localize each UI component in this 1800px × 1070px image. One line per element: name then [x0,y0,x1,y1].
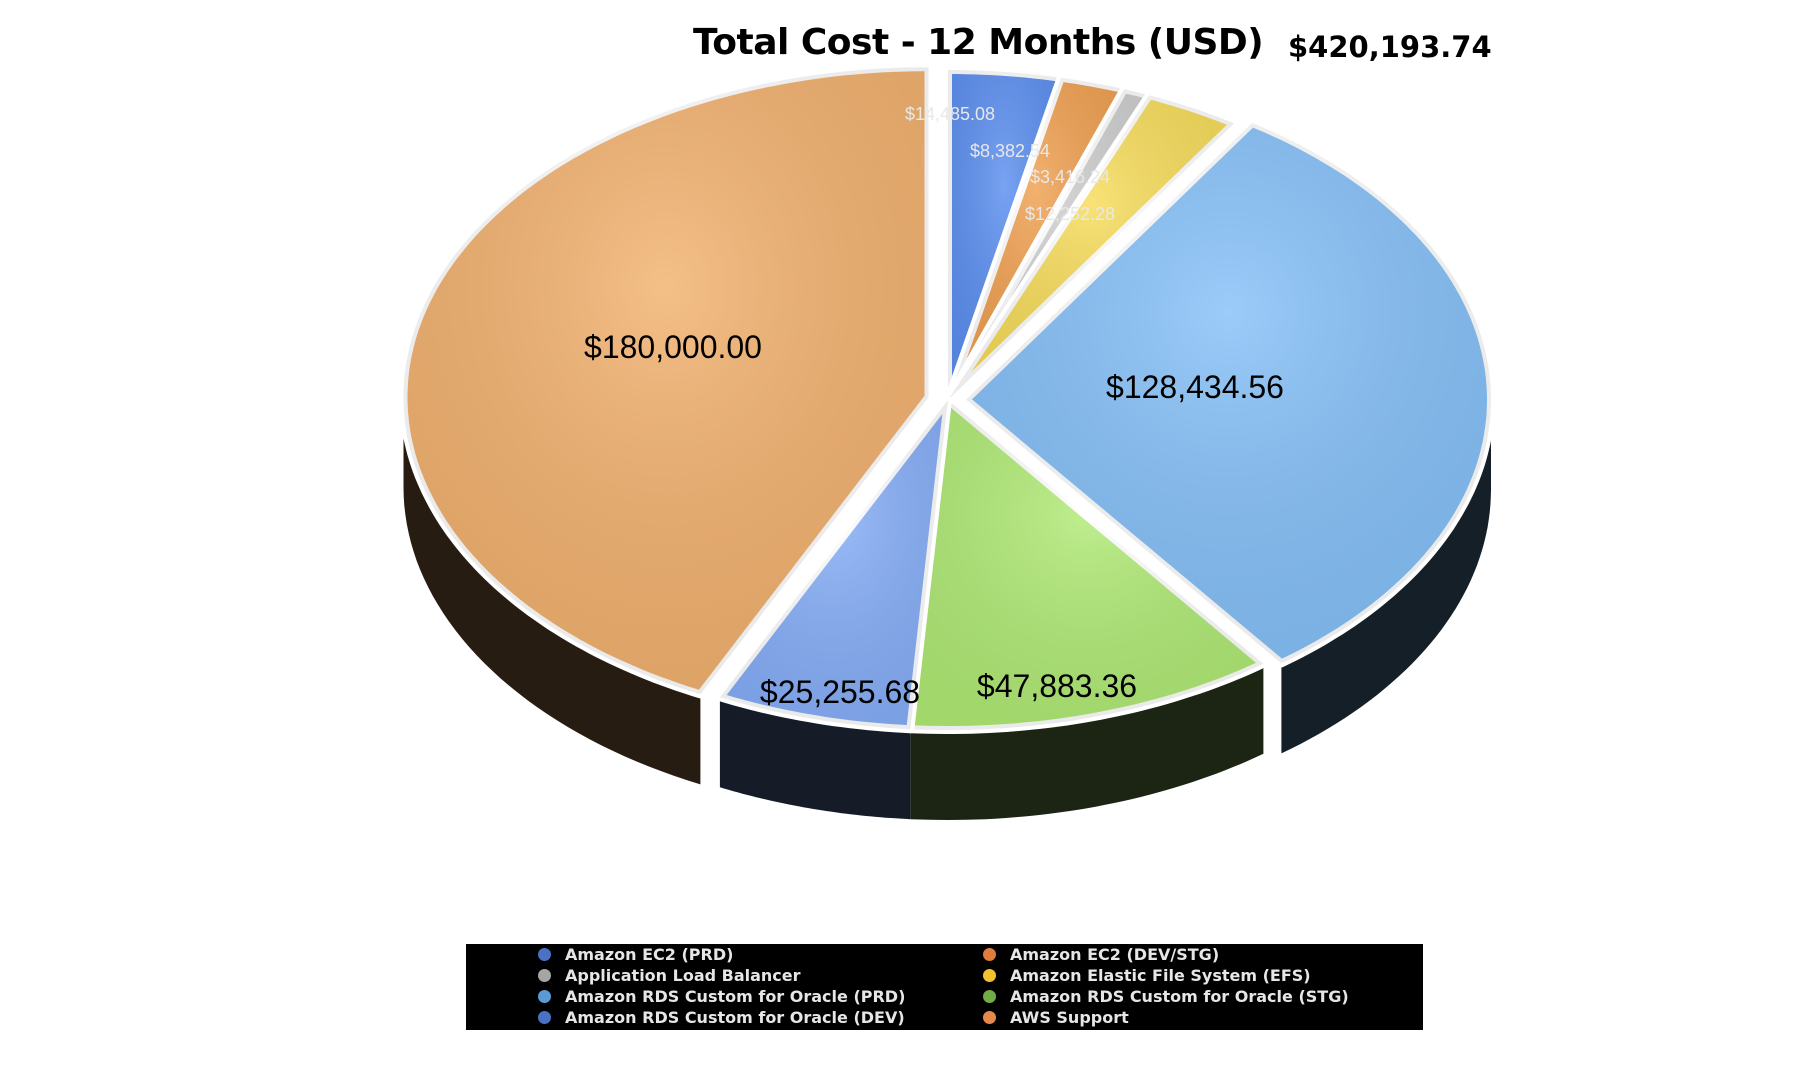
legend-swatch [983,969,996,982]
pie-slice-sheen [910,400,1264,730]
legend-label: Amazon EC2 (DEV/STG) [1010,945,1220,964]
pie-slice-sheen [966,122,1491,664]
pie-slice-sheen [948,95,1235,400]
legend-swatch [983,990,996,1003]
pie-slice-sheen [719,400,948,730]
total-cost-label: $420,193.74 [1288,30,1492,64]
legend-label: Application Load Balancer [565,966,801,985]
slice-value-label: $25,255.68 [760,674,920,710]
pie-slice-side [910,663,1264,820]
legend-swatch [538,990,551,1003]
legend-label: Amazon Elastic File System (EFS) [1010,966,1311,985]
legend-label: Amazon EC2 (PRD) [565,945,734,964]
slice-value-label: $128,434.56 [1106,369,1284,405]
legend-swatch [983,948,996,961]
slice-value-label: $14,485.08 [905,104,995,124]
legend-label: Amazon RDS Custom for Oracle (PRD) [565,987,906,1006]
legend-item: Amazon Elastic File System (EFS) [983,965,1311,986]
legend-label: Amazon RDS Custom for Oracle (STG) [1010,987,1349,1006]
legend-item: Amazon RDS Custom for Oracle (STG) [983,986,1349,1007]
legend-swatch [538,969,551,982]
legend-item: AWS Support [983,1007,1129,1028]
legend-item: Application Load Balancer [538,965,801,986]
legend-swatch [983,1011,996,1024]
slice-value-label: $3,416.24 [1030,167,1110,187]
legend: Amazon EC2 (PRD) Amazon EC2 (DEV/STG) Ap… [466,944,1423,1030]
legend-item: Amazon EC2 (DEV/STG) [983,944,1219,965]
legend-swatch [538,1011,551,1024]
legend-item: Amazon RDS Custom for Oracle (PRD) [538,986,905,1007]
legend-item: Amazon EC2 (PRD) [538,944,733,965]
slice-value-label: $180,000.00 [584,329,762,365]
legend-swatch [538,948,551,961]
chart-title: Total Cost - 12 Months (USD) [693,22,1264,63]
legend-label: Amazon RDS Custom for Oracle (DEV) [565,1008,905,1027]
pie-slice-side [403,397,701,785]
legend-item: Amazon RDS Custom for Oracle (DEV) [538,1007,905,1028]
pie-slice-side [1281,399,1491,754]
slice-value-label: $12,252.28 [1025,204,1115,224]
slice-value-label: $47,883.36 [977,668,1137,704]
legend-label: AWS Support [1010,1008,1129,1027]
slice-value-label: $8,382.54 [970,141,1050,161]
pie-slice-sheen [403,67,929,695]
